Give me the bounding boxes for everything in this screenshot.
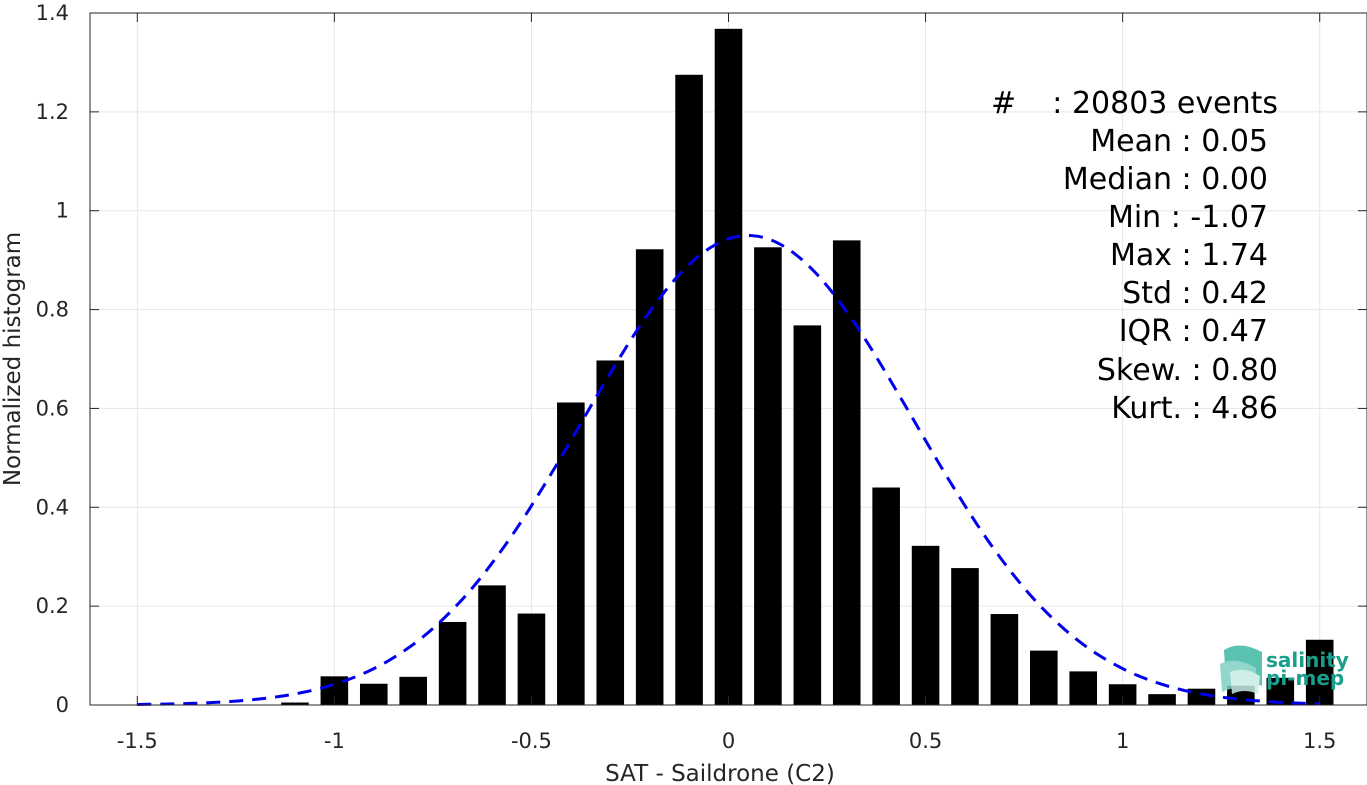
histogram-bar xyxy=(1030,650,1058,705)
histogram-bars xyxy=(281,28,1334,706)
y-tick-label: 0.6 xyxy=(36,396,69,420)
y-tick-label: 1 xyxy=(56,199,69,223)
stat-skew: Skew. : 0.80 xyxy=(1097,353,1278,388)
stat-events: : 20803 events xyxy=(1052,86,1278,121)
histogram-bar xyxy=(1148,694,1176,705)
x-tick-label: 0.5 xyxy=(909,729,942,753)
histogram-bar xyxy=(281,702,309,705)
normal-fit-curve xyxy=(137,233,1320,706)
stat-hash: # xyxy=(991,86,1016,121)
salinity-pimep-logo: salinity pi-mep xyxy=(1220,645,1349,694)
stat-min: Min : -1.07 xyxy=(1108,200,1268,235)
y-tick-label: 0.8 xyxy=(36,298,69,322)
y-tick-label: 0.2 xyxy=(36,594,69,618)
y-tick-label: 0 xyxy=(56,693,69,717)
x-tick-label: -1.5 xyxy=(117,729,158,753)
x-tick-label: -1 xyxy=(324,729,345,753)
x-tick-label: 0 xyxy=(722,729,735,753)
y-tick-labels: 0 0.2 0.4 0.6 0.8 1 1.2 1.4 xyxy=(36,1,69,717)
histogram-bar xyxy=(359,683,388,705)
stat-std: Std : 0.42 xyxy=(1122,276,1268,311)
y-tick-label: 1.4 xyxy=(36,1,69,25)
stat-mean: Mean : 0.05 xyxy=(1090,124,1268,159)
y-axis-label: Normalized histogram xyxy=(0,232,26,486)
x-tick-label: 1.5 xyxy=(1303,729,1336,753)
wave-logo-icon xyxy=(1220,645,1262,694)
histogram-bar xyxy=(714,28,743,706)
logo-text-salinity: salinity xyxy=(1266,648,1349,672)
histogram-bar xyxy=(1187,688,1216,705)
x-axis-label: SAT - Saildrone (C2) xyxy=(605,761,835,785)
histogram-bar xyxy=(951,568,979,705)
histogram-bar xyxy=(911,545,940,705)
y-tick-label: 0.4 xyxy=(36,495,69,519)
histogram-bar xyxy=(596,360,625,705)
histogram-bar xyxy=(1108,684,1137,705)
histogram-bar xyxy=(517,613,546,705)
histogram-bar xyxy=(557,402,585,705)
histogram-bar xyxy=(478,585,506,705)
histogram-bar xyxy=(399,676,427,705)
stat-kurt: Kurt. : 4.86 xyxy=(1111,391,1278,426)
histogram-bar xyxy=(990,614,1019,705)
histogram-bar xyxy=(1305,639,1334,705)
histogram-bar xyxy=(1069,671,1098,705)
histogram-bar xyxy=(675,74,703,706)
stat-median: Median : 0.00 xyxy=(1063,162,1268,197)
axis-ticks xyxy=(90,12,1367,706)
histogram-bar xyxy=(793,325,822,705)
x-tick-label: -0.5 xyxy=(511,729,552,753)
histogram-bar xyxy=(438,621,467,705)
y-tick-label: 1.2 xyxy=(36,100,69,124)
histogram-bar xyxy=(832,240,861,705)
histogram-bar xyxy=(635,249,664,706)
histogram-bar xyxy=(754,247,782,705)
stat-iqr: IQR : 0.47 xyxy=(1119,314,1268,349)
stats-annotation: # : 20803 events Mean : 0.05 Median : 0.… xyxy=(991,86,1278,426)
x-tick-labels: -1.5 -1 -0.5 0 0.5 1 1.5 xyxy=(117,729,1337,753)
x-tick-label: 1 xyxy=(1116,729,1129,753)
stat-max: Max : 1.74 xyxy=(1110,238,1268,273)
histogram-bar xyxy=(872,487,900,705)
logo-text-pimep: pi-mep xyxy=(1266,666,1344,690)
